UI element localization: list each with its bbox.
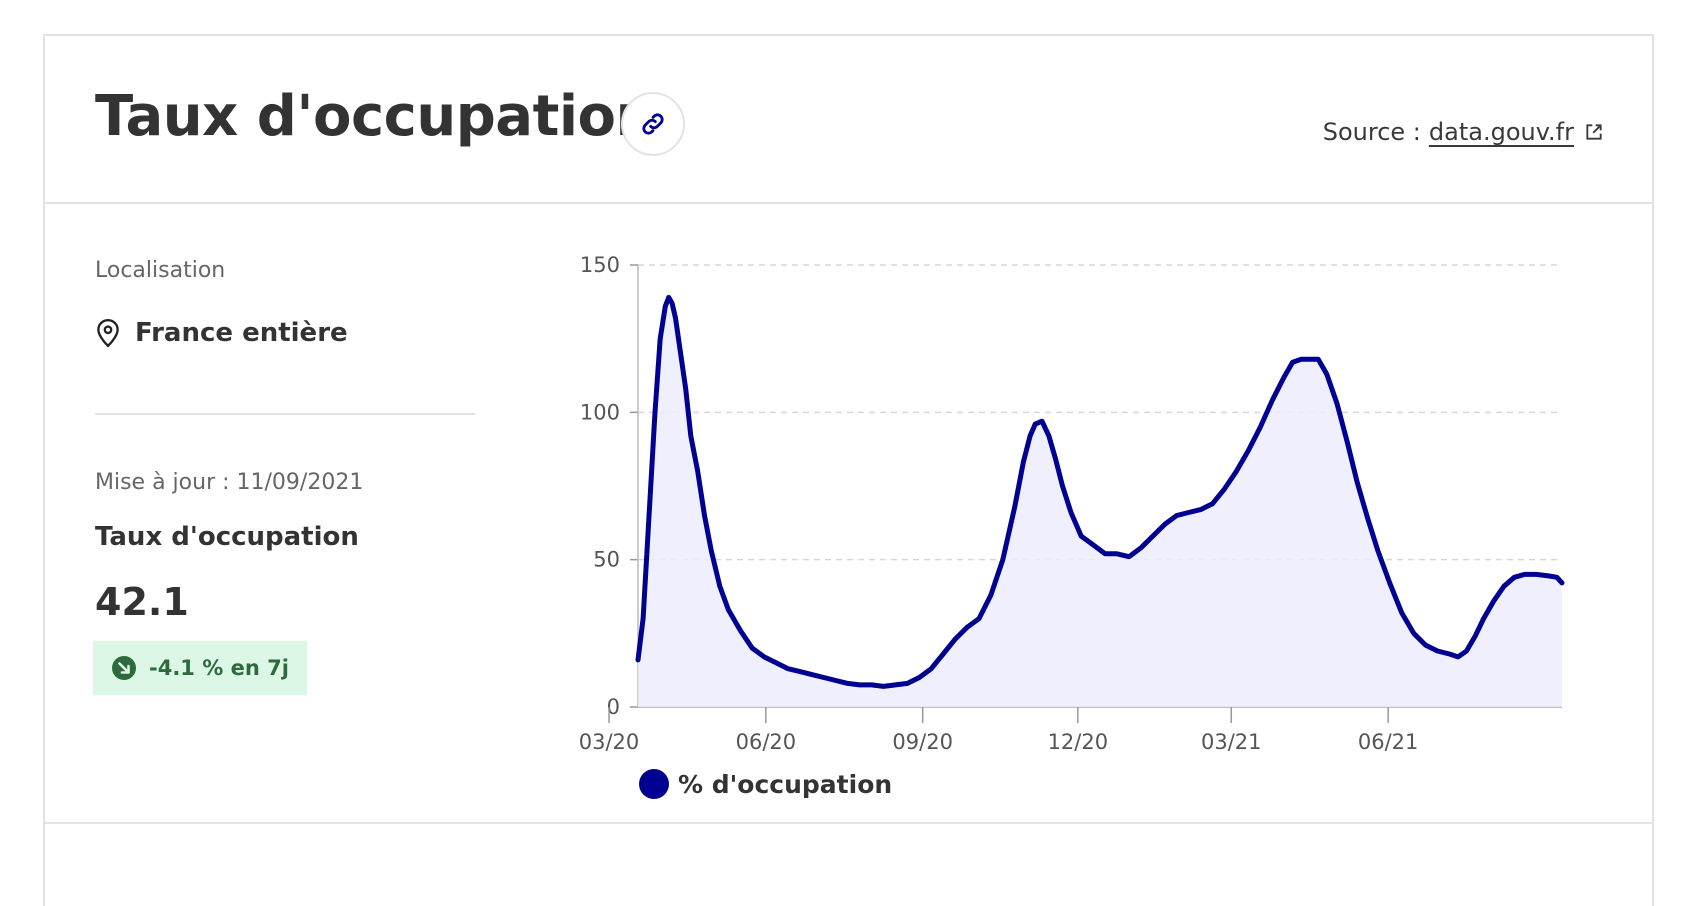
source-prefix: Source : [1322,118,1421,146]
trend-text: -4.1 % en 7j [149,656,289,680]
copy-link-button[interactable] [621,92,685,156]
trend-down-icon [112,656,136,680]
card-header: Taux d'occupation Source : data.gouv.fr [45,36,1652,204]
source-link[interactable]: data.gouv.fr [1429,118,1604,146]
source-link-label: data.gouv.fr [1428,118,1574,146]
trend-badge: -4.1 % en 7j [93,641,307,695]
map-pin-icon [97,318,119,348]
location-label: Localisation [95,258,226,283]
update-date: Mise à jour : 11/09/2021 [95,470,364,495]
card-bottom-border [45,822,1652,824]
metric-value: 42.1 [95,580,189,624]
link-icon [642,113,664,135]
page-title: Taux d'occupation [95,84,655,149]
metric-label: Taux d'occupation [95,522,359,552]
location-name: France entière [135,318,348,348]
occupation-card: Taux d'occupation Source : data.gouv.fr … [43,34,1654,906]
divider [95,413,475,415]
source-line: Source : data.gouv.fr [1323,118,1604,146]
location-value: France entière [95,318,348,348]
external-link-icon [1586,124,1602,140]
